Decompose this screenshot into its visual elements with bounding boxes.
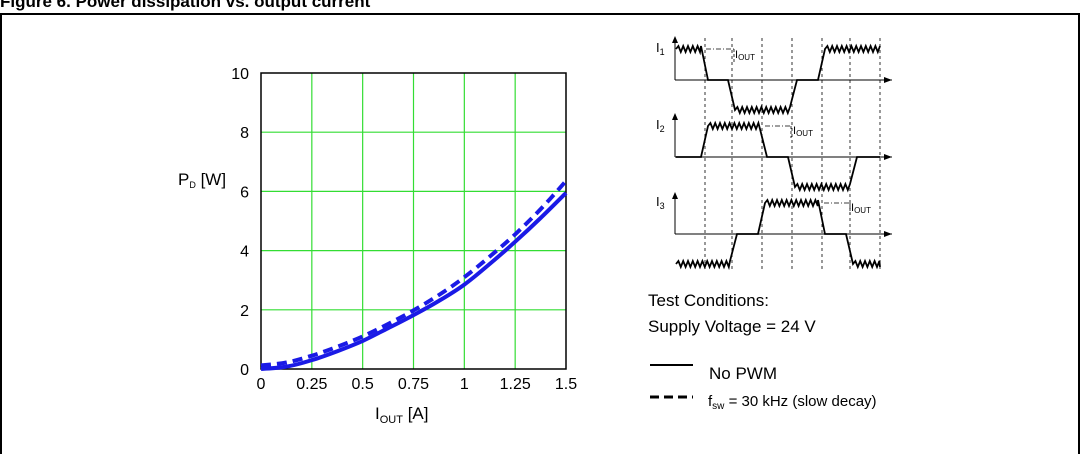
i2-value-axis-arrow [672, 113, 678, 120]
i3-label: I3 [656, 194, 665, 211]
legend-dashed-label: fsw = 30 kHz (slow decay) [708, 393, 877, 412]
y-tick-label-4: 8 [240, 125, 249, 142]
waveform-row-i3: I3 IOUT [656, 192, 892, 271]
legend-solid-label: No PWM [709, 364, 777, 383]
i3-current-trace [675, 197, 881, 271]
x-tick-label-4: 1 [460, 376, 469, 393]
x-tick-label-2: 0.5 [352, 376, 374, 393]
chart-series-layer [260, 179, 568, 371]
i1-iout-label: IOUT [735, 49, 755, 62]
y-tick-label-3: 6 [240, 184, 249, 201]
y-tick-label-0: 0 [240, 362, 249, 379]
phase-current-waveforms: I1 IOUT I2 IOUT I3 IOUT [656, 36, 892, 272]
i1-current-trace [675, 43, 881, 116]
waveform-time-markers [704, 38, 881, 272]
plot-area-border [260, 72, 567, 370]
waveform-row-i1: I1 IOUT [656, 36, 892, 116]
figure-caption: Figure 6. Power dissipation vs. output c… [0, 0, 740, 14]
supply-voltage-text: Supply Voltage = 24 V [648, 317, 816, 336]
test-conditions-title: Test Conditions: [648, 291, 769, 310]
i3-axis-arrow [884, 231, 892, 237]
i1-axis-arrow [884, 77, 892, 83]
y-tick-label-2: 4 [240, 244, 249, 261]
y-tick-label-1: 2 [240, 303, 249, 320]
x-tick-label-3: 0.75 [398, 376, 429, 393]
i1-value-axis-arrow [672, 36, 678, 43]
i2-current-trace [676, 120, 880, 193]
i2-label: I2 [656, 117, 665, 134]
i3-value-axis-arrow [672, 192, 678, 199]
i3-iout-label: IOUT [851, 202, 871, 215]
chart-legend: No PWM fsw = 30 kHz (slow decay) [650, 364, 877, 412]
power-dissipation-chart: 0 0.25 0.5 0.75 1 1.25 1.5 0 2 4 6 8 10 PD [W] IOUT… [178, 66, 577, 426]
i2-iout-label: IOUT [793, 125, 813, 138]
x-tick-label-1: 0.25 [296, 376, 327, 393]
y-axis-label: PD [W] [178, 170, 226, 190]
series-line-pwm-30khz [260, 179, 568, 368]
i1-label: I1 [656, 40, 665, 57]
i2-axis-arrow [884, 154, 892, 160]
y-tick-label-5: 10 [231, 66, 249, 83]
x-axis-label: IOUT [A] [375, 404, 429, 426]
chart-grid [261, 73, 566, 369]
figure-caption-text: Figure 6. Power dissipation vs. output c… [0, 0, 371, 11]
y-tick-labels: 0 2 4 6 8 10 [231, 66, 249, 379]
waveform-row-i2: I2 IOUT [656, 113, 892, 193]
x-tick-label-5: 1.25 [500, 376, 531, 393]
x-tick-label-6: 1.5 [555, 376, 577, 393]
series-line-no-pwm [260, 191, 568, 371]
x-tick-labels: 0 0.25 0.5 0.75 1 1.25 1.5 [257, 376, 578, 393]
x-tick-label-0: 0 [257, 376, 266, 393]
